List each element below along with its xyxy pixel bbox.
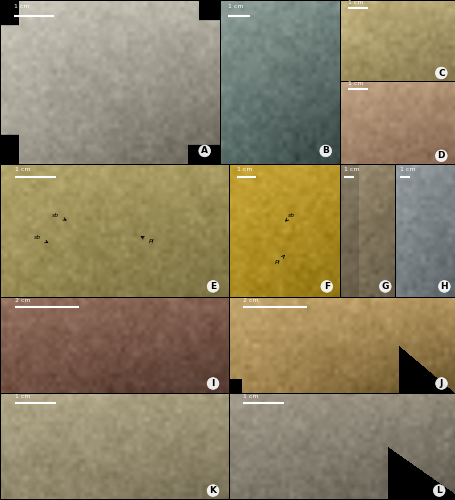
Text: sb: sb — [285, 212, 294, 221]
Text: sb: sb — [34, 235, 48, 242]
Text: J: J — [439, 379, 442, 388]
Text: B: B — [322, 146, 329, 156]
Text: Pl: Pl — [274, 256, 284, 265]
Text: A: A — [201, 146, 208, 156]
Text: 2 cm: 2 cm — [243, 298, 258, 303]
Text: 1 cm: 1 cm — [236, 166, 252, 172]
Text: 1 cm: 1 cm — [14, 4, 30, 9]
Text: 1 cm: 1 cm — [347, 0, 363, 5]
Text: K: K — [209, 486, 216, 495]
Text: F: F — [323, 282, 329, 291]
Text: I: I — [211, 379, 214, 388]
Text: L: L — [435, 486, 441, 495]
Text: 1 cm: 1 cm — [15, 166, 30, 172]
Text: 1 cm: 1 cm — [347, 81, 363, 86]
Text: 1 cm: 1 cm — [243, 394, 258, 399]
Text: G: G — [381, 282, 388, 291]
Text: Pl: Pl — [141, 236, 154, 244]
Text: H: H — [440, 282, 447, 291]
Text: D: D — [437, 152, 444, 160]
Text: E: E — [209, 282, 216, 291]
Text: 1 cm: 1 cm — [344, 166, 359, 172]
Text: 1 cm: 1 cm — [399, 166, 414, 172]
Text: 2 cm: 2 cm — [15, 298, 30, 303]
Text: sb: sb — [52, 212, 66, 220]
Text: 1 cm: 1 cm — [15, 394, 30, 399]
Text: 1 cm: 1 cm — [228, 4, 243, 9]
Text: C: C — [437, 68, 444, 78]
